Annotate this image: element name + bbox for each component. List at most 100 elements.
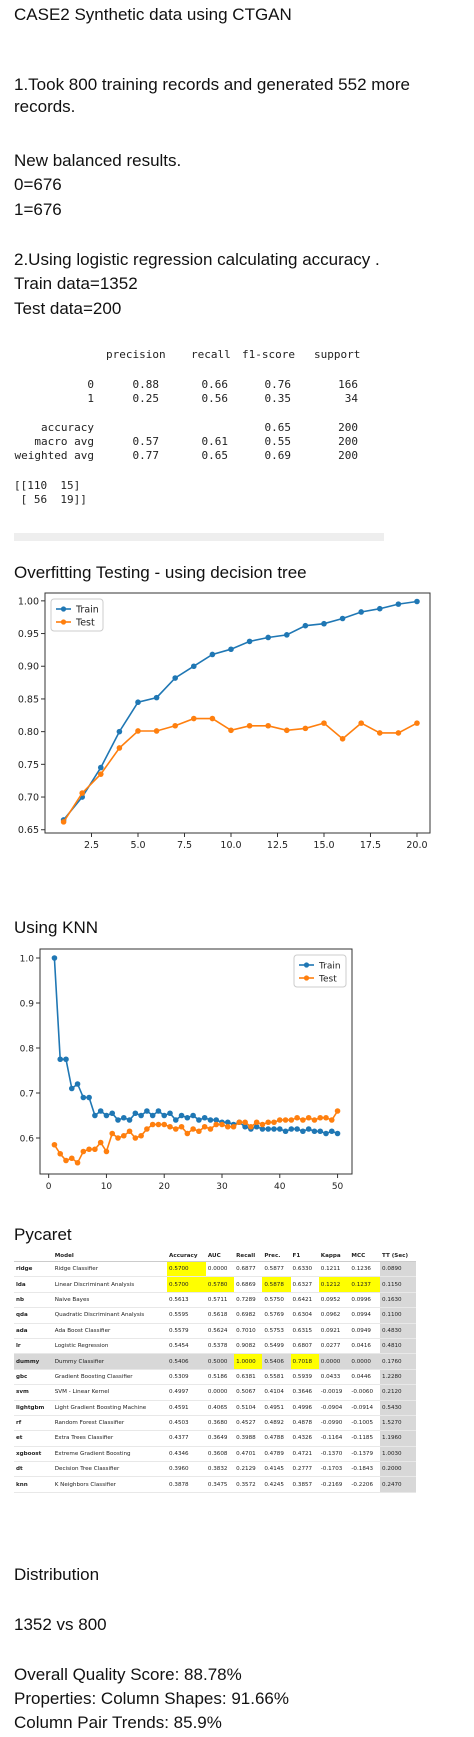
report-cell-precision: 0.88: [132, 378, 160, 391]
data-point-test: [376, 730, 383, 736]
metric-cell: 0.4591: [167, 1400, 206, 1416]
data-point-train: [149, 1112, 156, 1119]
data-point-train: [317, 1128, 324, 1135]
data-point-train: [300, 1128, 306, 1135]
legend-label: Train: [318, 962, 341, 972]
metric-cell: 0.5769: [262, 1307, 291, 1324]
y-tick-label: 1.0: [20, 955, 35, 965]
metric-cell: 0.2777: [290, 1461, 319, 1478]
x-tick-label: 0: [46, 1182, 52, 1192]
y-tick-label: 0.70: [18, 793, 39, 804]
data-point-train: [57, 1056, 64, 1063]
confusion-matrix-row2: [ 56 19]]: [14, 493, 87, 506]
plot-area: [44, 592, 431, 834]
data-point-test: [294, 1114, 300, 1121]
pycaret-header-cell: [14, 1250, 53, 1262]
data-point-test: [228, 727, 234, 734]
metric-cell: 0.0446: [349, 1369, 381, 1386]
data-point-train: [109, 1110, 116, 1117]
model-name-cell: Random Forest Classifier: [52, 1415, 168, 1432]
metric-cell: 0.6421: [290, 1292, 319, 1309]
data-point-test: [323, 1114, 329, 1121]
metric-cell: 1.2280: [380, 1369, 416, 1386]
data-point-test: [161, 1121, 168, 1128]
metric-cell: 0.1211: [318, 1261, 350, 1278]
data-point-test: [116, 745, 123, 751]
overfit-chart: 2.5 5.0 7.5 10.0 12.5 15.0 17.5 20.0 0.65 0.70 0.7…: [18, 592, 431, 851]
data-point-test: [172, 1126, 179, 1132]
report-cell-support: 200: [338, 421, 358, 434]
model-name-cell: K Neighbors Classifier: [52, 1476, 168, 1493]
model-name-cell: SVM - Linear Kernel: [52, 1384, 168, 1401]
table-row: nb Naive Bayes 0.5613 0.5711 0.7289 0.5750 0.6…: [14, 1292, 416, 1309]
report-cell-f1: 0.35: [264, 392, 292, 405]
metric-cell: 0.0416: [349, 1338, 381, 1355]
data-point-test: [305, 1114, 312, 1121]
data-point-train: [116, 728, 123, 735]
model-id-cell: lr: [14, 1338, 53, 1355]
x-tick-label: 15.0: [313, 840, 334, 851]
metric-cell: 0.6304: [290, 1307, 319, 1324]
data-point-test: [224, 1123, 231, 1130]
data-point-train: [63, 1056, 69, 1063]
metric-cell: 0.5878: [262, 1276, 291, 1293]
report-row-label: accuracy: [41, 421, 94, 434]
data-point-test: [201, 1123, 208, 1130]
pycaret-header-cell: TT (Sec): [380, 1250, 416, 1262]
metric-cell: 0.1630: [380, 1292, 416, 1309]
pycaret-comparison-table: Model Accuracy AUC Recall Prec. F1 Kappa MCC TT …: [14, 1250, 416, 1493]
data-point-train: [271, 1126, 277, 1132]
y-tick-label: 0.65: [18, 825, 39, 836]
step1-text: 1.Took 800 training records and generate…: [14, 75, 410, 116]
metric-cell: 0.0433: [318, 1369, 350, 1386]
metric-cell: 0.4788: [262, 1430, 291, 1447]
data-point-train: [97, 764, 104, 771]
y-tick-label: 0.95: [18, 629, 39, 640]
data-point-test: [209, 715, 216, 722]
metric-cell: 0.7018: [290, 1353, 319, 1370]
data-point-test: [63, 1157, 69, 1164]
report-cell-precision: 0.57: [132, 435, 160, 448]
y-tick-label: 0.9: [20, 1000, 35, 1010]
metric-cell: 0.5309: [167, 1369, 206, 1386]
model-id-cell: rf: [14, 1415, 53, 1432]
data-point-test: [144, 1126, 150, 1132]
data-point-test: [135, 728, 141, 734]
test-size: Test data=200: [14, 299, 122, 318]
metric-cell: 0.3857: [290, 1476, 319, 1493]
model-name-cell: Light Gradient Boosting Machine: [52, 1400, 168, 1416]
metric-cell: 0.1212: [318, 1276, 350, 1293]
y-tick-label: 0.7: [20, 1090, 34, 1100]
metric-cell: 0.4878: [290, 1415, 319, 1432]
data-point-test: [79, 790, 85, 796]
report-header-f1: f1-score: [242, 348, 295, 361]
report-cell-f1: 0.69: [264, 449, 292, 462]
data-point-test: [167, 1123, 173, 1130]
x-tick-label: 20: [158, 1182, 170, 1192]
metric-cell: 0.5499: [262, 1338, 291, 1355]
model-id-cell: ridge: [14, 1261, 53, 1278]
legend-label: Train: [75, 605, 99, 616]
pycaret-header-cell: Prec.: [262, 1250, 291, 1262]
report-header-precision: precision: [106, 348, 166, 361]
metric-cell: 0.4830: [380, 1323, 416, 1339]
metric-cell: 1.1960: [380, 1430, 416, 1447]
table-row: ada Ada Boost Classifier 0.5579 0.5624 0.701…: [14, 1323, 416, 1339]
table-row: xgboost Extreme Gradient Boosting 0.4346 0.…: [14, 1446, 416, 1463]
class1-count: 1=676: [14, 200, 62, 219]
x-tick-label: 10.0: [220, 840, 241, 851]
data-point-test: [126, 1128, 133, 1135]
metric-cell: 0.4789: [262, 1446, 291, 1463]
data-point-test: [86, 1146, 92, 1153]
confusion-matrix-row1: [[110 15]: [14, 479, 81, 492]
metric-cell: 0.6807: [290, 1338, 319, 1355]
report-row-label: 0: [87, 378, 94, 391]
metric-cell: 0.0962: [318, 1307, 350, 1324]
data-point-test: [276, 1117, 283, 1123]
metric-cell: -0.1370: [318, 1446, 350, 1463]
model-id-cell: xgboost: [14, 1446, 53, 1463]
train-size: Train data=1352: [14, 274, 138, 293]
metric-cell: 0.5780: [205, 1276, 235, 1293]
data-point-test: [80, 1148, 87, 1155]
data-point-train: [224, 1119, 231, 1126]
